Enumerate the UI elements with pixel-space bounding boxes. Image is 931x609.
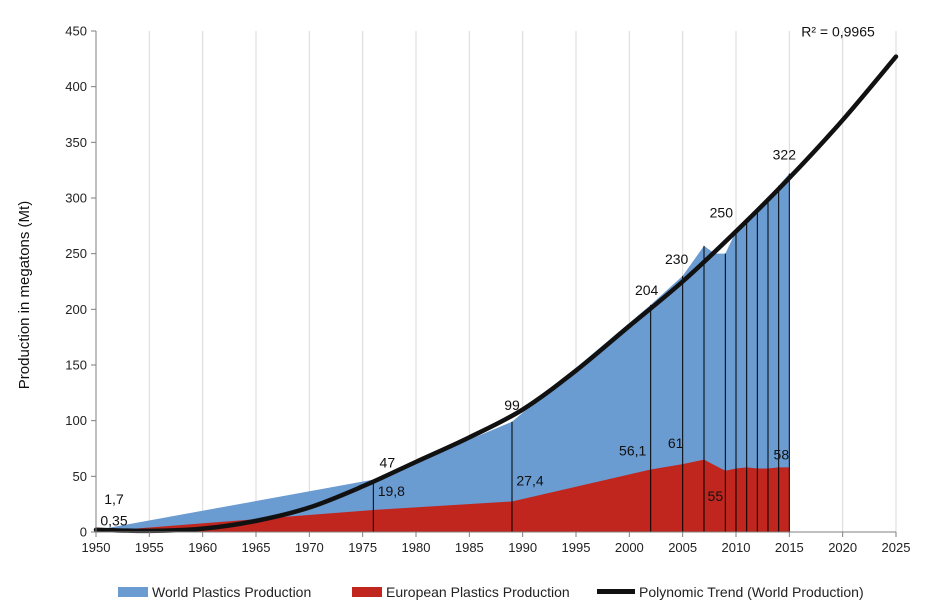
data-label-9: 61 [668,435,684,451]
axes: 0 50 100 150 200 250 300 350 400 450 1950 1955 1960 1… [65,24,910,556]
data-label-11: 55 [708,488,724,504]
legend-label-2: Polynomic Trend (World Production) [639,584,864,600]
data-label-8: 230 [665,251,689,267]
legend-label-1: European Plastics Production [386,584,570,600]
x-tick-label-1955: 1955 [135,540,164,555]
legend-swatch-2 [597,589,635,594]
data-label-2: 47 [380,455,396,471]
legend: World Plastics Production European Plasti… [118,584,864,600]
world-production-area [96,173,790,533]
y-tick-label-50: 50 [73,469,87,484]
x-tick-label-1950: 1950 [82,540,111,555]
european-production-area [96,459,790,532]
drop-lines [372,173,790,532]
x-tick-label-2020: 2020 [828,540,857,555]
data-label-6: 204 [635,282,659,298]
y-tick-label-150: 150 [65,358,87,373]
legend-label-0: World Plastics Production [152,584,311,600]
y-tick-label-100: 100 [65,413,87,428]
legend-swatch-1 [352,587,382,597]
data-label-1: 0,35 [100,513,127,529]
data-label-13: 58 [774,446,790,462]
x-tick-label-2000: 2000 [615,540,644,555]
x-tick-label-2025: 2025 [882,540,911,555]
legend-swatch-0 [118,587,148,597]
data-label-12: 322 [773,147,797,163]
data-label-7: 56,1 [619,443,646,459]
y-tick-label-350: 350 [65,135,87,150]
data-label-0: 1,7 [104,491,124,507]
x-tick-label-1985: 1985 [455,540,484,555]
x-tick-label-1975: 1975 [348,540,377,555]
x-tick-label-1965: 1965 [242,540,271,555]
data-label-10: 250 [710,205,734,221]
y-tick-label-0: 0 [80,525,87,540]
data-label-4: 99 [504,397,520,413]
x-tick-label-1995: 1995 [562,540,591,555]
y-tick-label-200: 200 [65,302,87,317]
x-tick-label-1980: 1980 [402,540,431,555]
area-series [96,173,790,533]
x-tick-label-2010: 2010 [722,540,751,555]
polynomic-trend-line [93,54,899,534]
y-tick-label-450: 450 [65,24,87,39]
data-labels: 1,7 0,35 47 19,8 99 27,4 204 56,1 230 61 250 55 322 5… [100,24,875,529]
y-tick-label-400: 400 [65,79,87,94]
x-tick-label-2015: 2015 [775,540,804,555]
x-tick-label-1990: 1990 [508,540,537,555]
data-label-3: 19,8 [378,483,405,499]
data-label-14: R² = 0,9965 [801,24,875,40]
y-tick-label-250: 250 [65,246,87,261]
y-tick-label-300: 300 [65,191,87,206]
trend-line-group [93,54,899,534]
x-tick-label-1970: 1970 [295,540,324,555]
x-tick-label-1960: 1960 [188,540,217,555]
x-tick-label-2005: 2005 [668,540,697,555]
y-axis-label: Production in megatons (Mt) [16,201,33,389]
data-label-5: 27,4 [516,472,543,488]
